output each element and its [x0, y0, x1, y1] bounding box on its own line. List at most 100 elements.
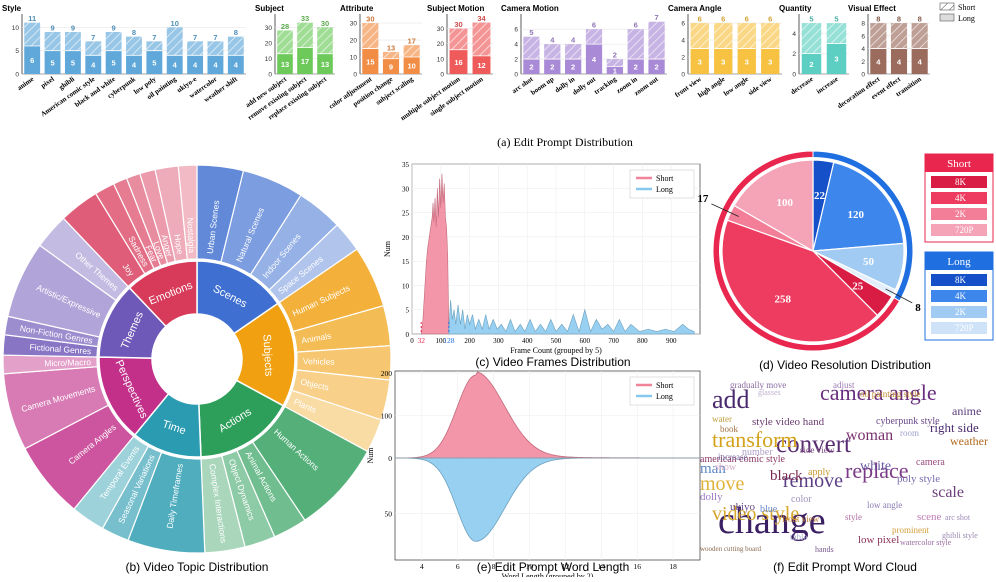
word-cloud-word: low angle: [867, 500, 902, 510]
legend-swatch: [931, 306, 987, 318]
y-tick-label: 5: [15, 48, 19, 55]
bar-long-label: 6: [30, 56, 34, 65]
y-tick-label: 4: [681, 38, 685, 45]
x-tick-label: 8: [492, 562, 496, 571]
y-tick-label: 20: [437, 41, 445, 48]
x-tick-label: 200: [464, 337, 475, 345]
legend-label: 8K: [955, 275, 967, 285]
resolution-slice: [721, 219, 879, 343]
bar-long-label: 4: [173, 61, 178, 70]
sunburst-outer-label: Fictional Genres: [29, 342, 91, 356]
y-tick-label: 35: [402, 161, 410, 169]
resolution-legend-long: Long 8K 4K 2K 720P: [924, 251, 994, 341]
bar-long-label: 2: [571, 63, 575, 72]
bar-long-label: 4: [897, 57, 902, 66]
legend-short-hatch: [940, 3, 954, 10]
bar-long-label: 3: [698, 57, 702, 66]
bar-long: [544, 59, 561, 74]
caption-d: (d) Video Resolution Distribution: [759, 358, 931, 372]
word-cloud-word: prominent: [892, 525, 929, 535]
bar-long-label: 2: [654, 63, 658, 72]
bar-total-label: 8: [234, 28, 238, 37]
bar-long: [187, 55, 204, 74]
caption-f: (f) Edit Prompt Word Cloud: [773, 560, 917, 574]
word-cloud-word: watercolor style: [900, 538, 952, 547]
y-tick-label: 50: [385, 510, 393, 519]
bar-long: [911, 48, 928, 74]
bar-total-label: 33: [301, 14, 309, 23]
bar-total-label: 30: [321, 19, 329, 28]
group-title: Subject: [255, 4, 284, 13]
bar-total-label: 2: [613, 51, 617, 60]
bar-total-label: 7: [152, 33, 156, 42]
word-cloud-word: glasses: [758, 388, 781, 397]
group-title: Camera Motion: [501, 4, 559, 13]
bar-total-label: 28: [281, 22, 289, 31]
bar-short-hatch: [317, 27, 333, 54]
word-cloud-word: camera: [916, 457, 945, 468]
bar-long: [870, 48, 887, 74]
bar-long-label: 3: [745, 57, 749, 66]
bar-long: [472, 55, 491, 74]
bar-total-label: 7: [213, 33, 217, 42]
bar-long: [85, 55, 102, 74]
legend-label: Short: [656, 381, 674, 390]
sunburst-outer-label: Nostalgia: [185, 217, 197, 253]
word-cloud-word: book: [720, 424, 739, 434]
word-cloud-word: color: [791, 494, 812, 505]
bar-short-hatch: [523, 36, 540, 60]
x-tick-label: 600: [580, 337, 591, 345]
bar-group-style: Style0510116anime95pixel95ghibli74Americ…: [2, 4, 246, 118]
y-tick-label: 0: [514, 72, 518, 79]
word-cloud-word: low pixel: [858, 534, 899, 546]
sunburst-outer-segment: [177, 164, 198, 261]
bar-short-hatch: [85, 41, 102, 56]
y-tick-label: 4: [792, 31, 796, 38]
word-cloud-word: man: [700, 461, 726, 477]
y-tick-label: 10: [265, 56, 273, 63]
x-tick-label: 18: [669, 562, 677, 571]
y-tick-label: 0: [406, 331, 410, 339]
y-tick-label: 20: [350, 38, 358, 45]
legend-label: 2K: [955, 307, 967, 317]
bar-short-hatch: [472, 22, 491, 56]
bar-long: [146, 50, 163, 74]
wordlen-legend: Short Long: [629, 376, 695, 406]
x-tick-label: 10: [526, 562, 534, 571]
bar-long-label: 3: [721, 57, 725, 66]
y-tick-label: 20: [265, 40, 273, 47]
word-cloud-word: water: [712, 414, 732, 424]
y-tick-label: 4: [514, 42, 518, 49]
resolution-slice-label: 120: [847, 209, 864, 221]
bar-long-label: 2: [809, 60, 813, 69]
y-tick-label: 0: [861, 72, 865, 79]
bar-short-hatch: [403, 45, 420, 58]
resolution-slice: [733, 159, 814, 253]
bar-long-label: 4: [234, 61, 239, 70]
legend-label: 720P: [955, 225, 974, 235]
word-cloud-word: right side: [930, 420, 979, 435]
bar-long-label: 13: [281, 60, 289, 69]
bar-short-hatch: [911, 23, 928, 49]
word-cloud-word: remove: [783, 470, 843, 492]
y-tick-label: 0: [268, 72, 272, 79]
bar-short-hatch: [627, 29, 644, 60]
bar-long: [890, 48, 908, 74]
legend-swatch: [931, 176, 987, 188]
x-tick-label: low angle: [722, 75, 750, 98]
bar-short-hatch: [714, 23, 733, 49]
resolution-slice-label: 25: [852, 280, 864, 292]
y-tick-label: 10: [437, 56, 445, 63]
x-tick-label: side view: [747, 75, 775, 98]
bar-long-label: 12: [477, 61, 485, 70]
bar-total-label: 7: [654, 13, 658, 22]
bar-long: [105, 50, 122, 74]
